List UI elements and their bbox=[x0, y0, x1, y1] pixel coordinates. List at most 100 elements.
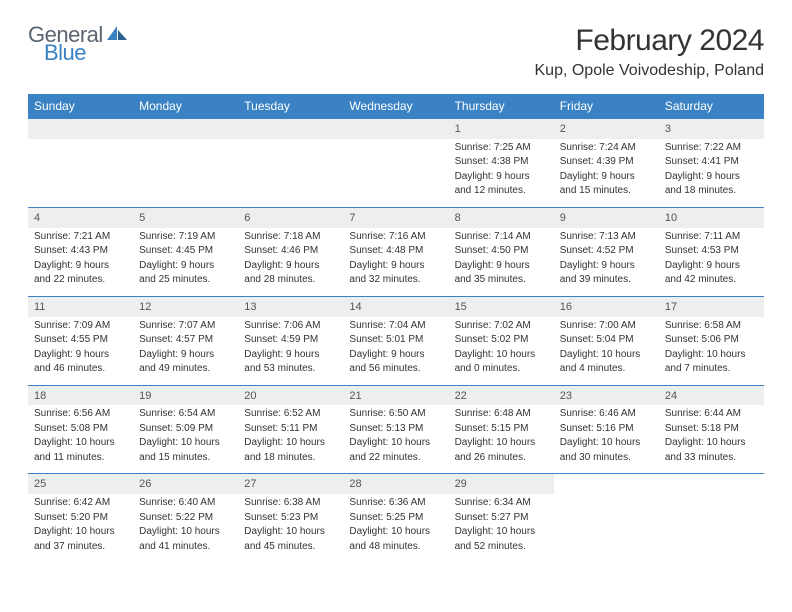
day-number-cell bbox=[659, 474, 764, 494]
day-detail-row: Sunrise: 7:21 AMSunset: 4:43 PM Daylight:… bbox=[28, 228, 764, 297]
day-number-cell bbox=[133, 119, 238, 139]
day-detail-row: Sunrise: 6:42 AMSunset: 5:20 PMDaylight:… bbox=[28, 494, 764, 562]
day-detail-cell: Sunrise: 7:13 AMSunset: 4:52 PMDaylight:… bbox=[554, 228, 659, 297]
sunrise-text: Sunrise: 6:58 AM bbox=[665, 319, 758, 333]
day-number-cell: 27 bbox=[238, 474, 343, 494]
daylight-text-2: and 49 minutes. bbox=[139, 362, 232, 376]
daylight-text-2: and 30 minutes. bbox=[560, 451, 653, 465]
day-detail-cell: Sunrise: 7:25 AMSunset: 4:38 PMDaylight:… bbox=[449, 139, 554, 208]
daylight-text-2: and 39 minutes. bbox=[560, 273, 653, 287]
sunset-text: Sunset: 5:02 PM bbox=[455, 333, 548, 347]
daylight-text-2: and 4 minutes. bbox=[560, 362, 653, 376]
daylight-text-1: Daylight: 9 hours bbox=[139, 348, 232, 362]
logo: General Blue bbox=[28, 24, 129, 64]
daylight-text-1: Daylight: 10 hours bbox=[34, 436, 127, 450]
sunset-text: Sunset: 5:06 PM bbox=[665, 333, 758, 347]
daylight-text-2: and 11 minutes. bbox=[34, 451, 127, 465]
sunrise-text: Sunrise: 6:56 AM bbox=[34, 407, 127, 421]
sunset-text: Sunset: 5:18 PM bbox=[665, 422, 758, 436]
day-number-cell: 12 bbox=[133, 296, 238, 316]
day-number-cell: 3 bbox=[659, 119, 764, 139]
sunset-text: Sunset: 5:27 PM bbox=[455, 511, 548, 525]
sunset-text: Sunset: 4:59 PM bbox=[244, 333, 337, 347]
logo-text-2: Blue bbox=[44, 42, 129, 64]
day-detail-cell bbox=[133, 139, 238, 208]
calendar-table: Sunday Monday Tuesday Wednesday Thursday… bbox=[28, 94, 764, 562]
day-number-cell: 17 bbox=[659, 296, 764, 316]
month-title: February 2024 bbox=[535, 24, 765, 58]
daylight-text-1: Daylight: 10 hours bbox=[665, 436, 758, 450]
day-detail-cell: Sunrise: 6:52 AMSunset: 5:11 PMDaylight:… bbox=[238, 405, 343, 474]
day-detail-cell: Sunrise: 6:56 AMSunset: 5:08 PMDaylight:… bbox=[28, 405, 133, 474]
day-number-cell: 22 bbox=[449, 385, 554, 405]
sunset-text: Sunset: 5:08 PM bbox=[34, 422, 127, 436]
sunset-text: Sunset: 4:43 PM bbox=[34, 244, 127, 258]
daylight-text-1: Daylight: 10 hours bbox=[560, 348, 653, 362]
sunrise-text: Sunrise: 6:50 AM bbox=[349, 407, 442, 421]
day-detail-cell: Sunrise: 6:40 AMSunset: 5:22 PMDaylight:… bbox=[133, 494, 238, 562]
day-detail-cell bbox=[28, 139, 133, 208]
day-number-cell: 24 bbox=[659, 385, 764, 405]
day-detail-row: Sunrise: 7:09 AMSunset: 4:55 PMDaylight:… bbox=[28, 317, 764, 386]
sunrise-text: Sunrise: 7:06 AM bbox=[244, 319, 337, 333]
day-detail-cell: Sunrise: 7:14 AMSunset: 4:50 PMDaylight:… bbox=[449, 228, 554, 297]
daylight-text-1: Daylight: 10 hours bbox=[455, 348, 548, 362]
sunrise-text: Sunrise: 7:18 AM bbox=[244, 230, 337, 244]
sunset-text: Sunset: 4:39 PM bbox=[560, 155, 653, 169]
day-detail-cell: Sunrise: 6:42 AMSunset: 5:20 PMDaylight:… bbox=[28, 494, 133, 562]
daylight-text-1: Daylight: 10 hours bbox=[455, 436, 548, 450]
day-detail-cell: Sunrise: 6:58 AMSunset: 5:06 PMDaylight:… bbox=[659, 317, 764, 386]
day-detail-cell bbox=[659, 494, 764, 562]
day-detail-row: Sunrise: 6:56 AMSunset: 5:08 PMDaylight:… bbox=[28, 405, 764, 474]
daylight-text-1: Daylight: 9 hours bbox=[455, 259, 548, 273]
sunrise-text: Sunrise: 7:21 AM bbox=[34, 230, 127, 244]
daylight-text-1: Daylight: 10 hours bbox=[560, 436, 653, 450]
day-detail-cell: Sunrise: 7:18 AMSunset: 4:46 PMDaylight:… bbox=[238, 228, 343, 297]
day-detail-cell: Sunrise: 7:06 AMSunset: 4:59 PMDaylight:… bbox=[238, 317, 343, 386]
sunrise-text: Sunrise: 7:13 AM bbox=[560, 230, 653, 244]
daylight-text-2: and 46 minutes. bbox=[34, 362, 127, 376]
location: Kup, Opole Voivodeship, Poland bbox=[535, 62, 765, 80]
sunset-text: Sunset: 4:53 PM bbox=[665, 244, 758, 258]
daylight-text-2: and 32 minutes. bbox=[349, 273, 442, 287]
sunset-text: Sunset: 5:04 PM bbox=[560, 333, 653, 347]
daylight-text-1: Daylight: 9 hours bbox=[455, 170, 548, 184]
daylight-text-2: and 7 minutes. bbox=[665, 362, 758, 376]
daylight-text-1: Daylight: 10 hours bbox=[139, 525, 232, 539]
day-number-cell: 2 bbox=[554, 119, 659, 139]
day-number-row: 2526272829 bbox=[28, 474, 764, 494]
weekday-header: Monday bbox=[133, 94, 238, 119]
daylight-text-2: and 45 minutes. bbox=[244, 540, 337, 554]
daylight-text-1: Daylight: 9 hours bbox=[34, 348, 127, 362]
day-detail-cell: Sunrise: 6:44 AMSunset: 5:18 PMDaylight:… bbox=[659, 405, 764, 474]
day-number-row: 18192021222324 bbox=[28, 385, 764, 405]
daylight-text-2: and 0 minutes. bbox=[455, 362, 548, 376]
day-number-cell: 21 bbox=[343, 385, 448, 405]
daylight-text-1: Daylight: 9 hours bbox=[349, 259, 442, 273]
daylight-text-2: and 26 minutes. bbox=[455, 451, 548, 465]
sunset-text: Sunset: 4:46 PM bbox=[244, 244, 337, 258]
sunrise-text: Sunrise: 7:11 AM bbox=[665, 230, 758, 244]
sunrise-text: Sunrise: 6:36 AM bbox=[349, 496, 442, 510]
daylight-text-2: and 33 minutes. bbox=[665, 451, 758, 465]
sunrise-text: Sunrise: 6:54 AM bbox=[139, 407, 232, 421]
weekday-header: Thursday bbox=[449, 94, 554, 119]
daylight-text-2: and 18 minutes. bbox=[665, 184, 758, 198]
day-number-cell: 1 bbox=[449, 119, 554, 139]
header: General Blue February 2024 Kup, Opole Vo… bbox=[28, 24, 764, 80]
sunrise-text: Sunrise: 6:34 AM bbox=[455, 496, 548, 510]
day-number-cell: 18 bbox=[28, 385, 133, 405]
day-number-cell: 28 bbox=[343, 474, 448, 494]
daylight-text-1: Daylight: 10 hours bbox=[139, 436, 232, 450]
sunset-text: Sunset: 5:20 PM bbox=[34, 511, 127, 525]
sunset-text: Sunset: 5:22 PM bbox=[139, 511, 232, 525]
day-detail-cell: Sunrise: 7:00 AMSunset: 5:04 PMDaylight:… bbox=[554, 317, 659, 386]
daylight-text-2: and 41 minutes. bbox=[139, 540, 232, 554]
sunset-text: Sunset: 5:11 PM bbox=[244, 422, 337, 436]
day-detail-cell: Sunrise: 7:19 AMSunset: 4:45 PMDaylight:… bbox=[133, 228, 238, 297]
day-detail-cell: Sunrise: 7:04 AMSunset: 5:01 PMDaylight:… bbox=[343, 317, 448, 386]
sunset-text: Sunset: 4:57 PM bbox=[139, 333, 232, 347]
sunrise-text: Sunrise: 7:19 AM bbox=[139, 230, 232, 244]
day-number-cell: 6 bbox=[238, 207, 343, 227]
day-number-cell: 8 bbox=[449, 207, 554, 227]
